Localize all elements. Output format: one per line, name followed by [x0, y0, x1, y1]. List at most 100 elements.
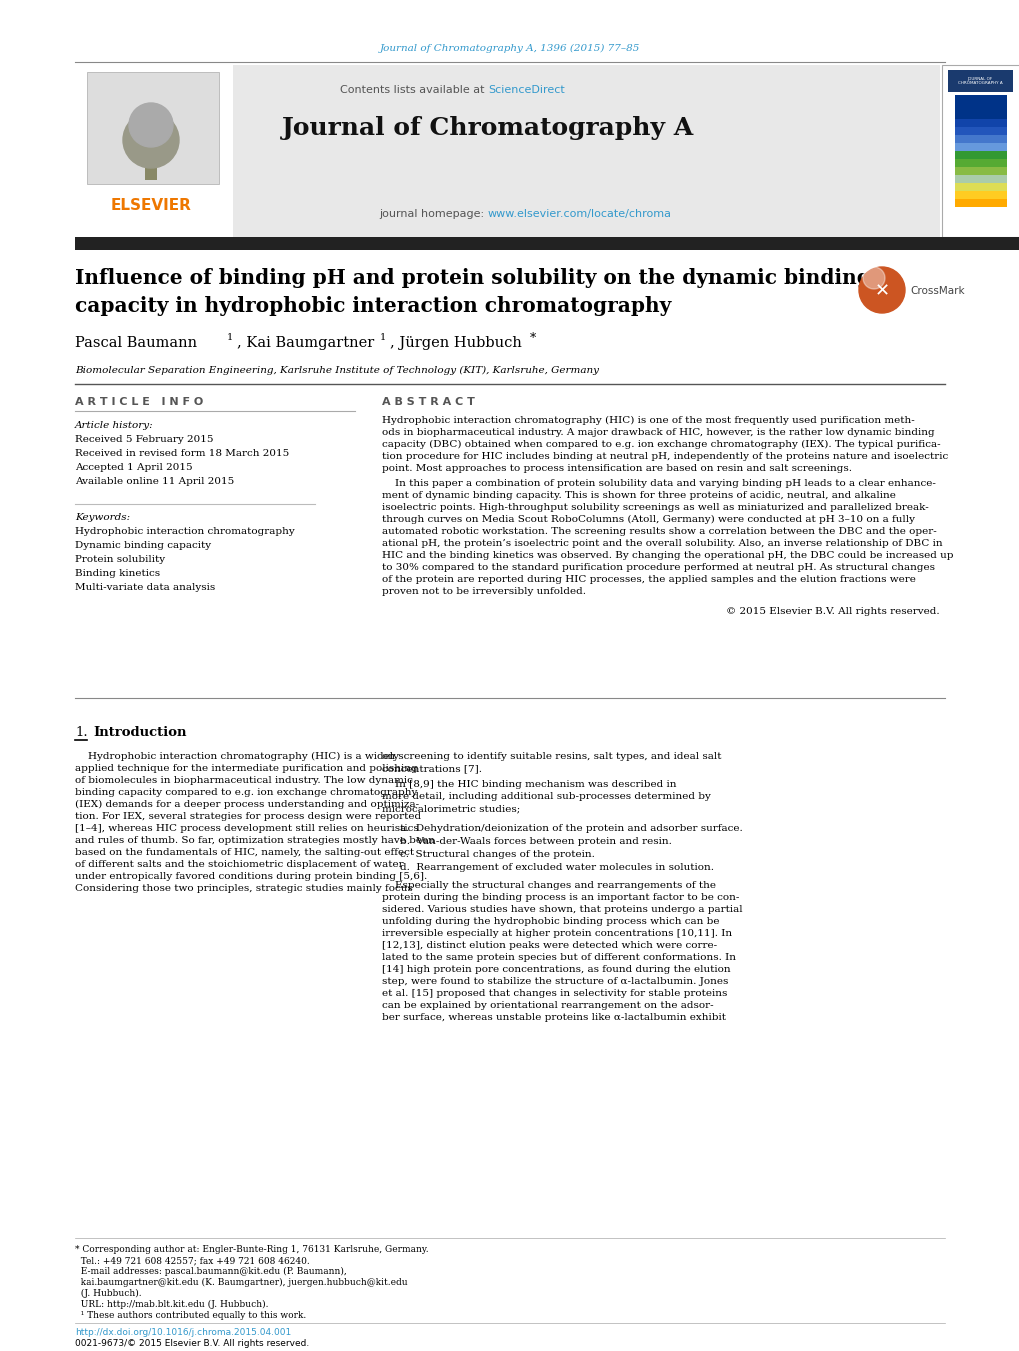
Text: ational pH, the protein’s isoelectric point and the overall solubility. Also, an: ational pH, the protein’s isoelectric po… — [382, 539, 942, 549]
Text: applied technique for the intermediate purification and polishing: applied technique for the intermediate p… — [75, 765, 417, 773]
Text: Journal of Chromatography A, 1396 (2015) 77–85: Journal of Chromatography A, 1396 (2015)… — [379, 43, 640, 53]
Text: Tel.: +49 721 608 42557; fax +49 721 608 46240.: Tel.: +49 721 608 42557; fax +49 721 608… — [75, 1256, 310, 1265]
Text: Available online 11 April 2015: Available online 11 April 2015 — [75, 477, 234, 486]
FancyBboxPatch shape — [75, 236, 1019, 250]
Text: Influence of binding pH and protein solubility on the dynamic binding: Influence of binding pH and protein solu… — [75, 267, 870, 288]
FancyBboxPatch shape — [954, 168, 1006, 174]
Text: c.  Structural changes of the protein.: c. Structural changes of the protein. — [399, 850, 594, 859]
Text: through curves on Media Scout RoboColumns (Atoll, Germany) were conducted at pH : through curves on Media Scout RoboColumn… — [382, 515, 914, 524]
Text: * Corresponding author at: Engler-Bunte-Ring 1, 76131 Karlsruhe, Germany.: * Corresponding author at: Engler-Bunte-… — [75, 1246, 428, 1254]
Text: 1.: 1. — [75, 725, 88, 739]
Text: ment of dynamic binding capacity. This is shown for three proteins of acidic, ne: ment of dynamic binding capacity. This i… — [382, 490, 895, 500]
Text: 0021-9673/© 2015 Elsevier B.V. All rights reserved.: 0021-9673/© 2015 Elsevier B.V. All right… — [75, 1339, 309, 1348]
Text: , Jürgen Hubbuch: , Jürgen Hubbuch — [389, 336, 522, 350]
Text: A R T I C L E   I N F O: A R T I C L E I N F O — [75, 397, 203, 407]
Text: et al. [15] proposed that changes in selectivity for stable proteins: et al. [15] proposed that changes in sel… — [382, 989, 727, 998]
Circle shape — [123, 112, 178, 168]
Text: under entropically favored conditions during protein binding [5,6].: under entropically favored conditions du… — [75, 871, 427, 881]
Text: sidered. Various studies have shown, that proteins undergo a partial: sidered. Various studies have shown, tha… — [382, 905, 742, 915]
Text: ¹ These authors contributed equally to this work.: ¹ These authors contributed equally to t… — [75, 1310, 306, 1320]
Text: Considering those two principles, strategic studies mainly focus: Considering those two principles, strate… — [75, 884, 413, 893]
Text: binding capacity compared to e.g. ion exchange chromatography: binding capacity compared to e.g. ion ex… — [75, 788, 417, 797]
Text: Dynamic binding capacity: Dynamic binding capacity — [75, 540, 211, 550]
Text: Binding kinetics: Binding kinetics — [75, 569, 160, 577]
Text: Introduction: Introduction — [93, 725, 186, 739]
FancyBboxPatch shape — [954, 111, 1006, 119]
Text: on screening to identify suitable resins, salt types, and ideal salt: on screening to identify suitable resins… — [382, 753, 720, 761]
Text: URL: http://mab.blt.kit.edu (J. Hubbuch).: URL: http://mab.blt.kit.edu (J. Hubbuch)… — [75, 1300, 268, 1309]
Text: www.elsevier.com/locate/chroma: www.elsevier.com/locate/chroma — [487, 209, 672, 219]
Text: , Kai Baumgartner: , Kai Baumgartner — [236, 336, 374, 350]
Text: and rules of thumb. So far, optimization strategies mostly have been: and rules of thumb. So far, optimization… — [75, 836, 434, 844]
FancyBboxPatch shape — [954, 135, 1006, 142]
Text: irreversible especially at higher protein concentrations [10,11]. In: irreversible especially at higher protei… — [382, 929, 732, 938]
Circle shape — [128, 103, 173, 147]
Text: journal homepage:: journal homepage: — [379, 209, 487, 219]
Text: capacity (DBC) obtained when compared to e.g. ion exchange chromatography (IEX).: capacity (DBC) obtained when compared to… — [382, 440, 940, 449]
Text: [12,13], distinct elution peaks were detected which were corre-: [12,13], distinct elution peaks were det… — [382, 942, 716, 950]
FancyBboxPatch shape — [947, 70, 1012, 92]
FancyBboxPatch shape — [954, 159, 1006, 166]
FancyBboxPatch shape — [954, 151, 1006, 158]
Text: 1: 1 — [380, 334, 386, 343]
Text: automated robotic workstation. The screening results show a correlation between : automated robotic workstation. The scree… — [382, 527, 935, 536]
Text: Received 5 February 2015: Received 5 February 2015 — [75, 435, 213, 444]
Text: ods in biopharmaceutical industry. A major drawback of HIC, however, is the rath: ods in biopharmaceutical industry. A maj… — [382, 428, 933, 436]
Text: microcalorimetric studies;: microcalorimetric studies; — [382, 804, 520, 813]
FancyBboxPatch shape — [954, 176, 1006, 182]
Text: Hydrophobic interaction chromatography (HIC) is a widely: Hydrophobic interaction chromatography (… — [75, 753, 398, 761]
Text: HIC and the binding kinetics was observed. By changing the operational pH, the D: HIC and the binding kinetics was observe… — [382, 551, 953, 561]
Text: of different salts and the stoichiometric displacement of water: of different salts and the stoichiometri… — [75, 861, 404, 869]
FancyBboxPatch shape — [145, 158, 157, 180]
Text: Received in revised form 18 March 2015: Received in revised form 18 March 2015 — [75, 450, 289, 458]
Text: ber surface, whereas unstable proteins like α-lactalbumin exhibit: ber surface, whereas unstable proteins l… — [382, 1013, 726, 1021]
Text: (J. Hubbuch).: (J. Hubbuch). — [75, 1289, 142, 1298]
Text: ✕: ✕ — [873, 282, 889, 300]
Text: of biomolecules in biopharmaceutical industry. The low dynamic: of biomolecules in biopharmaceutical ind… — [75, 775, 413, 785]
Text: point. Most approaches to process intensification are based on resin and salt sc: point. Most approaches to process intens… — [382, 463, 851, 473]
Text: a.  Dehydration/deionization of the protein and adsorber surface.: a. Dehydration/deionization of the prote… — [399, 824, 742, 834]
Text: Keywords:: Keywords: — [75, 512, 130, 521]
Text: to 30% compared to the standard purification procedure performed at neutral pH. : to 30% compared to the standard purifica… — [382, 563, 934, 571]
Text: Pascal Baumann: Pascal Baumann — [75, 336, 197, 350]
Text: CrossMark: CrossMark — [909, 286, 964, 296]
Text: kai.baumgartner@kit.edu (K. Baumgartner), juergen.hubbuch@kit.edu: kai.baumgartner@kit.edu (K. Baumgartner)… — [75, 1278, 408, 1288]
Text: 1: 1 — [227, 334, 233, 343]
Text: (IEX) demands for a deeper process understanding and optimiza-: (IEX) demands for a deeper process under… — [75, 800, 419, 809]
Circle shape — [862, 267, 884, 289]
Text: E-mail addresses: pascal.baumann@kit.edu (P. Baumann),: E-mail addresses: pascal.baumann@kit.edu… — [75, 1267, 346, 1277]
FancyBboxPatch shape — [954, 95, 1006, 103]
FancyBboxPatch shape — [75, 65, 232, 236]
Text: In this paper a combination of protein solubility data and varying binding pH le: In this paper a combination of protein s… — [382, 480, 935, 488]
FancyBboxPatch shape — [954, 190, 1006, 199]
Text: step, were found to stabilize the structure of α-lactalbumin. Jones: step, were found to stabilize the struct… — [382, 977, 728, 986]
Text: Article history:: Article history: — [75, 422, 154, 431]
Text: Hydrophobic interaction chromatography (HIC) is one of the most frequently used : Hydrophobic interaction chromatography (… — [382, 416, 914, 426]
FancyBboxPatch shape — [954, 103, 1006, 111]
Text: protein during the binding process is an important factor to be con-: protein during the binding process is an… — [382, 893, 739, 902]
Text: d.  Rearrangement of excluded water molecules in solution.: d. Rearrangement of excluded water molec… — [399, 863, 713, 871]
FancyBboxPatch shape — [954, 119, 1006, 127]
Text: proven not to be irreversibly unfolded.: proven not to be irreversibly unfolded. — [382, 586, 586, 596]
FancyBboxPatch shape — [87, 72, 219, 184]
Text: of the protein are reported during HIC processes, the applied samples and the el: of the protein are reported during HIC p… — [382, 576, 915, 584]
Text: ELSEVIER: ELSEVIER — [110, 197, 192, 212]
Text: concentrations [7].: concentrations [7]. — [382, 765, 482, 773]
FancyBboxPatch shape — [954, 182, 1006, 190]
FancyBboxPatch shape — [954, 127, 1006, 135]
Text: © 2015 Elsevier B.V. All rights reserved.: © 2015 Elsevier B.V. All rights reserved… — [726, 607, 940, 616]
Text: capacity in hydrophobic interaction chromatography: capacity in hydrophobic interaction chro… — [75, 296, 671, 316]
Text: tion. For IEX, several strategies for process design were reported: tion. For IEX, several strategies for pr… — [75, 812, 421, 821]
Text: unfolding during the hydrophobic binding process which can be: unfolding during the hydrophobic binding… — [382, 917, 718, 925]
Text: Contents lists available at: Contents lists available at — [339, 85, 487, 95]
Text: can be explained by orientational rearrangement on the adsor-: can be explained by orientational rearra… — [382, 1001, 713, 1011]
Text: isoelectric points. High-throughput solubility screenings as well as miniaturize: isoelectric points. High-throughput solu… — [382, 503, 928, 512]
Text: Hydrophobic interaction chromatography: Hydrophobic interaction chromatography — [75, 527, 294, 535]
Text: lated to the same protein species but of different conformations. In: lated to the same protein species but of… — [382, 952, 736, 962]
Text: Especially the structural changes and rearrangements of the: Especially the structural changes and re… — [382, 881, 715, 890]
FancyBboxPatch shape — [75, 65, 940, 236]
Text: b.  Van-der-Waals forces between protein and resin.: b. Van-der-Waals forces between protein … — [399, 838, 672, 846]
Text: more detail, including additional sub-processes determined by: more detail, including additional sub-pr… — [382, 792, 710, 801]
Text: tion procedure for HIC includes binding at neutral pH, independently of the prot: tion procedure for HIC includes binding … — [382, 453, 948, 461]
Text: ScienceDirect: ScienceDirect — [487, 85, 565, 95]
